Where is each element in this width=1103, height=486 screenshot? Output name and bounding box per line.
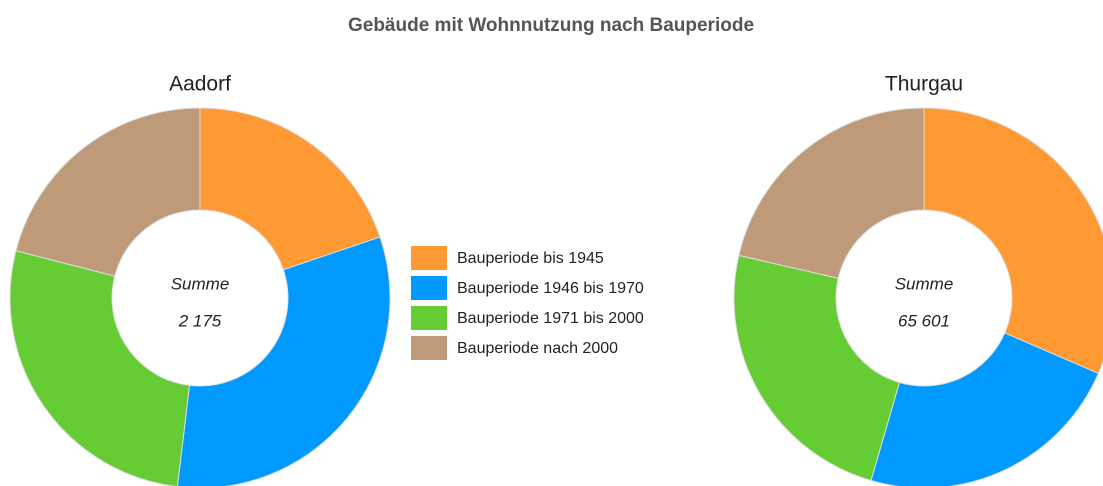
- legend-label: Bauperiode 1971 bis 2000: [457, 310, 644, 327]
- center-label: Summe: [895, 274, 954, 293]
- legend-label: Bauperiode 1946 bis 1970: [457, 280, 644, 297]
- slice: [9, 250, 191, 486]
- slice: [738, 107, 925, 279]
- slice: [870, 332, 1100, 486]
- center-label: Summe: [171, 274, 230, 293]
- center-total: 2 175: [178, 311, 222, 330]
- legend-swatch: [411, 336, 447, 360]
- legend-label: Bauperiode bis 1945: [457, 250, 604, 267]
- center-total: 65 601: [898, 311, 950, 330]
- legend-swatch: [411, 246, 447, 270]
- slice: [199, 107, 381, 271]
- pie-title: Aadorf: [169, 73, 231, 96]
- slice: [176, 236, 391, 486]
- slice: [923, 107, 1103, 375]
- legend-swatch: [411, 306, 447, 330]
- slice: [15, 107, 201, 277]
- slice: [733, 254, 901, 482]
- legend-swatch: [411, 276, 447, 300]
- chart-title: Gebäude mit Wohnnutzung nach Bauperiode: [348, 15, 754, 36]
- legend-label: Bauperiode nach 2000: [457, 340, 618, 357]
- pie-title: Thurgau: [885, 73, 963, 96]
